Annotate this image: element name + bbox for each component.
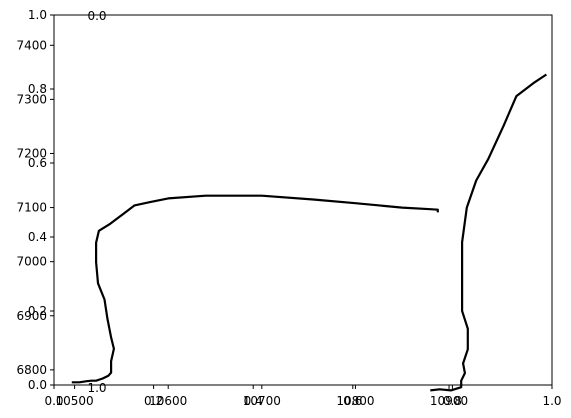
frame-x-tick-label: 0.4 bbox=[244, 394, 263, 408]
y-tick-label: 7300 bbox=[16, 92, 47, 106]
frame-x-tick-label: 0.2 bbox=[144, 394, 163, 408]
y-tick-label: 7400 bbox=[16, 38, 47, 52]
frame-y-tick-label: 0.4 bbox=[28, 230, 47, 244]
y-tick-label: 7000 bbox=[16, 255, 47, 269]
frame-y-tick-label: 1.0 bbox=[28, 8, 47, 22]
x-tick-label: 10700 bbox=[243, 394, 281, 408]
y-tick-label: 7100 bbox=[16, 201, 47, 215]
frame-x-tick-label: 0.8 bbox=[443, 394, 462, 408]
x-tick-label: 10900 bbox=[430, 394, 468, 408]
frame-y-tick-label: 0.6 bbox=[28, 156, 47, 170]
frame-y-tick-label: 0.2 bbox=[28, 304, 47, 318]
frame-y-tick-label: 0.8 bbox=[28, 82, 47, 96]
plot-area bbox=[53, 14, 553, 386]
y-tick-label: 6800 bbox=[16, 363, 47, 377]
top-angle-label: 0.0 bbox=[87, 9, 106, 23]
x-tick-label: 10500 bbox=[56, 394, 94, 408]
y-tick-label: 6900 bbox=[16, 309, 47, 323]
frame-x-tick-label: 0.6 bbox=[343, 394, 362, 408]
frame-y-tick-label: 0.0 bbox=[28, 378, 47, 392]
frame-x-tick-label: 0.0 bbox=[44, 394, 63, 408]
frame-x-tick-label: 1.0 bbox=[542, 394, 561, 408]
bottom-angle-label: 1.0 bbox=[87, 381, 106, 395]
series-line-1 bbox=[71, 194, 439, 384]
series-line-2 bbox=[430, 73, 548, 392]
x-tick-label: 10600 bbox=[149, 394, 187, 408]
x-tick-label: 10800 bbox=[336, 394, 374, 408]
y-tick-label: 7200 bbox=[16, 146, 47, 160]
